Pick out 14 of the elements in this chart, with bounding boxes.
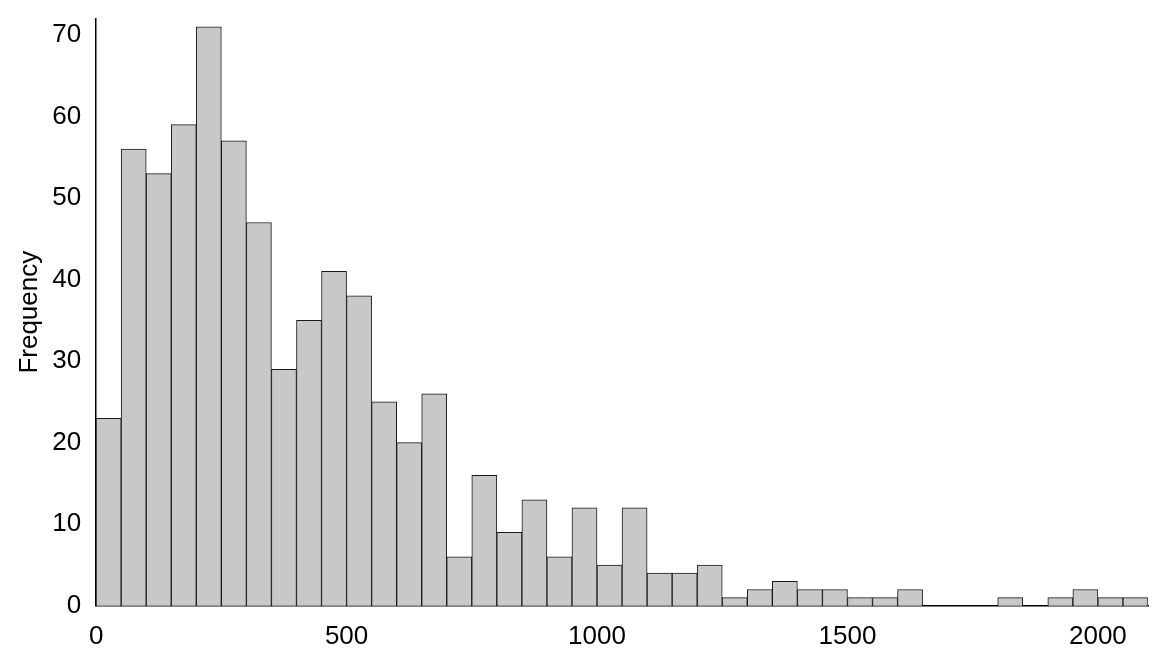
y-axis-title: Frequency (12, 250, 43, 374)
y-tick-label: 30 (52, 344, 82, 375)
x-tick-label: 2000 (1068, 619, 1127, 650)
x-tick-label: 1000 (568, 619, 626, 650)
y-tick-label: 60 (52, 99, 82, 130)
y-tick-label: 20 (52, 425, 82, 456)
x-tick-label: 500 (324, 619, 369, 650)
y-tick-label: 0 (66, 588, 82, 619)
y-tick-label: 50 (52, 181, 82, 212)
x-tick-label: 1500 (818, 619, 877, 650)
y-tick-label: 70 (52, 18, 82, 49)
y-tick-label: 10 (52, 507, 82, 538)
y-tick-label: 40 (52, 262, 82, 293)
x-tick-label: 0 (88, 619, 104, 650)
